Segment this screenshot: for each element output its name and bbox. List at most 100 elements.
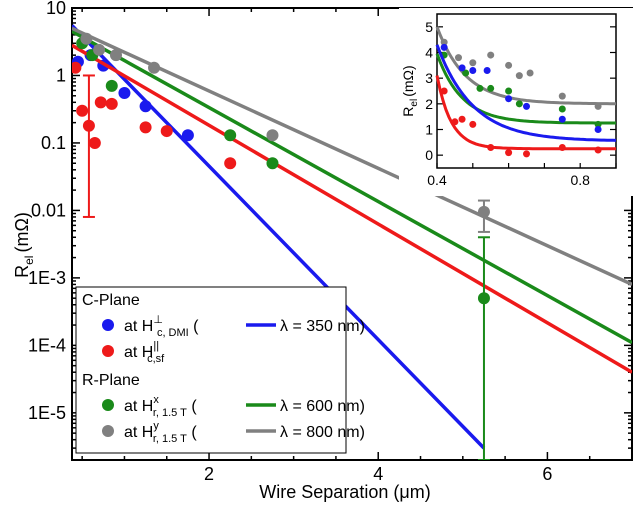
y-tick-label: 0.01: [31, 200, 66, 220]
inset-data-point: [458, 115, 466, 123]
inset-data-point: [594, 102, 602, 110]
data-point: [105, 97, 118, 110]
inset-fit-curve: [435, 44, 617, 142]
inset-data-point: [558, 115, 566, 123]
plot-frame: [71, 7, 633, 461]
inset-data-point: [469, 59, 477, 67]
inset-data-point: [462, 69, 470, 77]
data-point: [266, 157, 279, 170]
data-point: [160, 125, 173, 138]
inset-y-tick-label: 3: [425, 70, 433, 86]
inset-fit-curve: [435, 26, 616, 106]
data-point: [139, 121, 152, 134]
data-point: [224, 129, 237, 142]
y-axis-label: Rel(mΩ): [12, 212, 36, 278]
inset-data-point: [469, 120, 477, 128]
inset-data-point: [487, 143, 495, 151]
data-point: [76, 104, 89, 117]
inset-y-tick-label: 1: [425, 122, 433, 138]
x-tick-label: 4: [373, 464, 383, 484]
data-point: [88, 136, 101, 149]
inset-data-point: [558, 105, 566, 113]
legend-box: [75, 286, 347, 454]
inset-x-tick-label: 0.8: [570, 172, 590, 188]
legend-fit-label: λ = 800 nm): [280, 424, 365, 441]
inset-y-tick-label: 4: [425, 45, 433, 61]
inset-data-point: [523, 102, 530, 110]
legend-heading: C-Plane: [82, 292, 140, 309]
legend-marker: [102, 425, 114, 437]
legend-entry-label: at H⊥ c, DMI (: [124, 314, 199, 339]
y-tick-label: 1: [56, 65, 66, 85]
inset-plot: 0 1 2 3 4 5 0.4 0.8 Rel(mΩ): [399, 8, 634, 196]
y-tick-label: 1E-3: [28, 268, 66, 288]
y-tick-label: 0.1: [41, 133, 66, 153]
inset-data-point: [440, 38, 448, 46]
inset-data-point: [515, 100, 523, 108]
inset-data-point: [594, 146, 602, 154]
inset-data-point: [487, 51, 495, 59]
x-tick-label: 6: [542, 464, 552, 484]
inset-data-point: [476, 84, 484, 92]
inset-data-point: [440, 43, 448, 51]
inset-fit-curve: [435, 53, 616, 125]
inset-data-point: [558, 92, 566, 100]
x-axis-label: Wire Separation (μm): [259, 482, 430, 502]
inset-data-point: [526, 69, 534, 77]
inset-data-point: [515, 72, 523, 80]
inset-data-point: [454, 54, 462, 62]
inset-y-tick-label: 0: [425, 147, 433, 163]
data-point: [139, 100, 152, 113]
inset-data-point: [505, 61, 513, 69]
data-point: [109, 49, 122, 62]
data-point: [72, 61, 82, 74]
inset-data-point: [483, 66, 491, 74]
data-point: [93, 43, 106, 56]
inset-data-point: [440, 87, 448, 95]
inset-y-tick-label: 2: [425, 96, 433, 112]
y-tick-label: 10: [46, 0, 66, 18]
inset-data-point: [505, 95, 513, 103]
legend-entry-label: at Hy r, 1.5 T (: [124, 420, 197, 445]
fit-line: [72, 26, 632, 287]
data-point: [82, 119, 95, 132]
inset-data-point: [487, 84, 495, 92]
data-point: [105, 79, 118, 92]
inset-y-axis-label: Rel(mΩ): [400, 65, 420, 116]
inset-x-tick-label: 0.4: [427, 172, 447, 188]
inset-data-point: [451, 118, 459, 126]
data-point: [148, 61, 161, 74]
x-tick-label: 2: [204, 464, 214, 484]
inset-data-point: [523, 150, 530, 158]
inset-y-tick-label: 5: [425, 19, 433, 35]
data-point: [477, 205, 490, 218]
fit-line: [72, 29, 632, 345]
legend-fit-label: λ = 350 nm): [280, 318, 365, 335]
inset-fit-curve: [435, 75, 616, 151]
inset-frame: [436, 13, 617, 169]
inset-data-point: [594, 126, 602, 133]
legend-fit-label: λ = 600 nm): [280, 398, 365, 415]
data-point: [181, 129, 194, 142]
legend: C-Plane at H⊥ c, DMI (λ = 350 nm) at H|| c,s…: [75, 286, 365, 454]
inset-data-point: [458, 64, 466, 72]
data-point: [266, 129, 279, 142]
legend-entry-label: at Hx r, 1.5 T (: [124, 394, 197, 419]
inset-data-point: [558, 143, 566, 151]
inset-data-point: [469, 66, 477, 74]
data-point: [94, 96, 107, 109]
legend-marker: [102, 399, 114, 411]
fit-line: [72, 24, 486, 450]
data-point: [118, 86, 131, 99]
data-point: [224, 157, 237, 170]
legend-marker: [102, 345, 114, 357]
legend-heading: R-Plane: [82, 372, 140, 389]
y-tick-label: 1E-5: [28, 403, 66, 423]
plot-content: [72, 24, 632, 460]
inset-data-point: [505, 87, 513, 95]
legend-marker: [102, 319, 114, 331]
inset-data-point: [505, 149, 513, 157]
y-tick-label: 1E-4: [28, 335, 66, 355]
